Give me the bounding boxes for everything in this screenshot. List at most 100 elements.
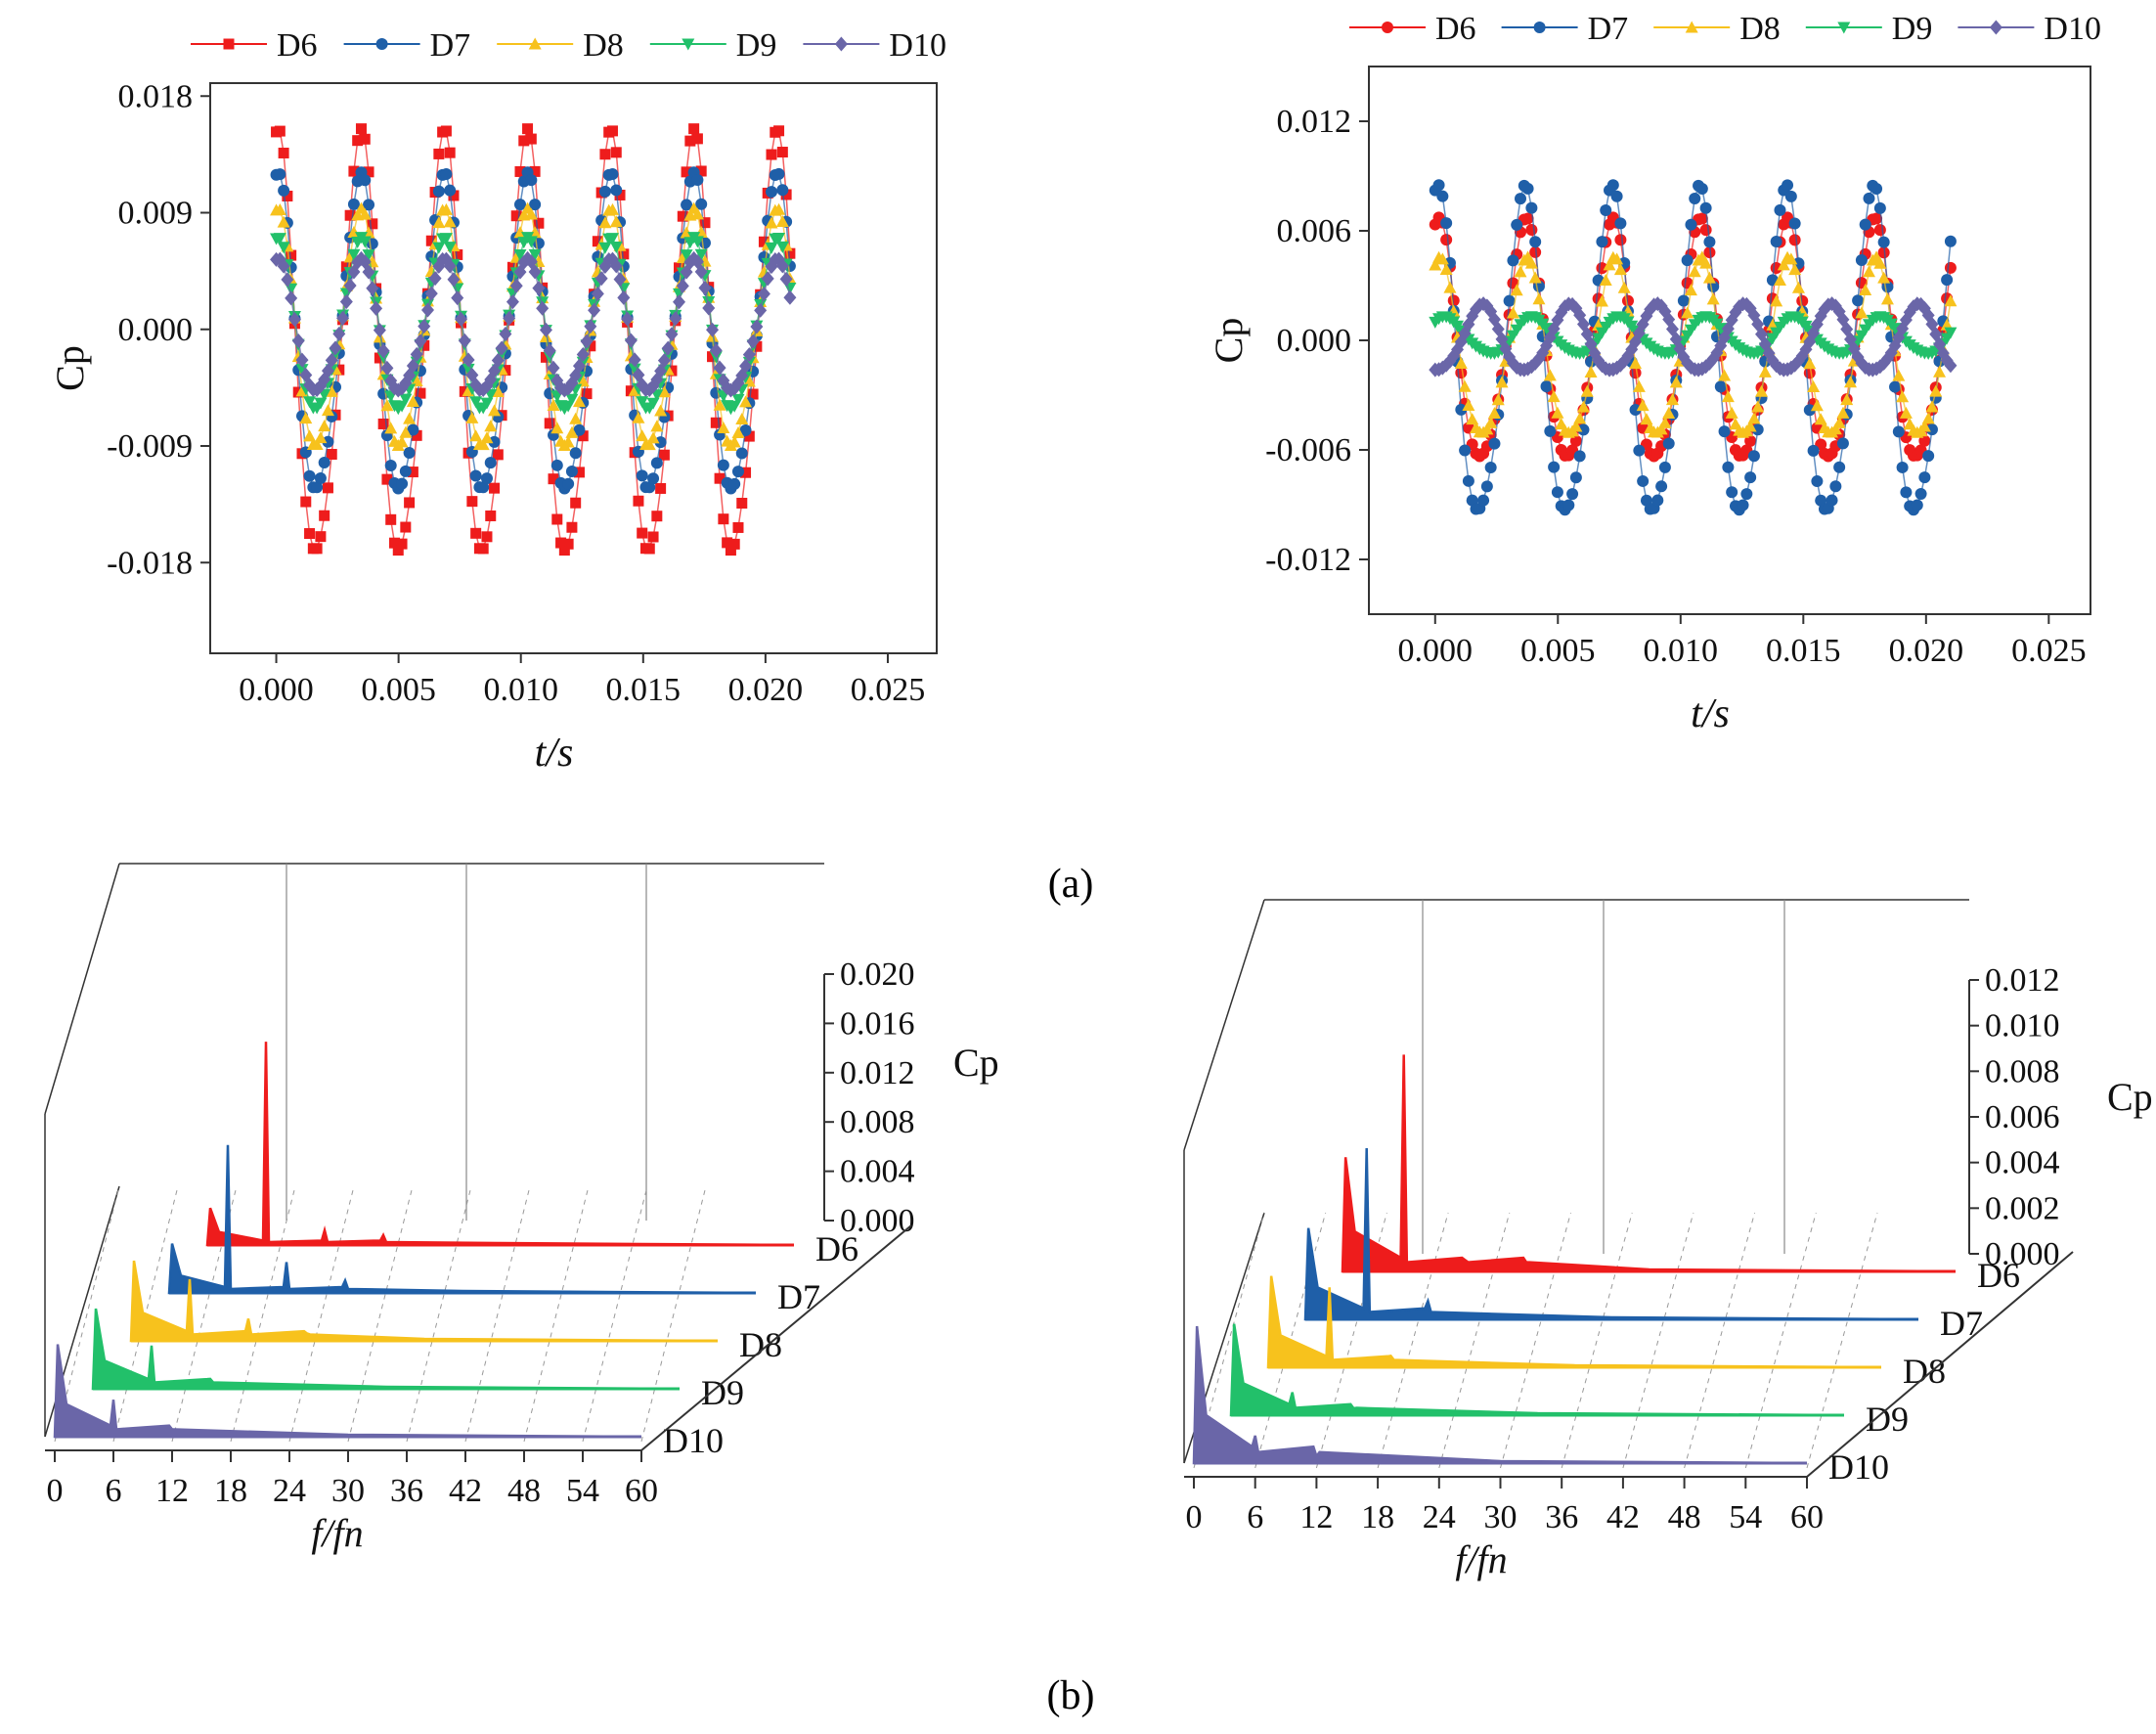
data-point-D6	[743, 430, 755, 442]
data-point-D7	[444, 184, 457, 197]
data-point-D6	[740, 467, 752, 478]
z-tick-label: 0.010	[1985, 1008, 2060, 1045]
data-point-D10	[676, 278, 689, 293]
data-point-D6	[522, 123, 534, 135]
data-point-D10	[325, 352, 338, 368]
data-point-D6	[348, 165, 360, 177]
data-point-D9	[528, 248, 542, 261]
legend-marker-D8	[1685, 21, 1698, 33]
x-tick-label: 30	[331, 1473, 365, 1509]
data-point-D6	[725, 545, 736, 556]
spectrum-area-D7	[1303, 1147, 1919, 1321]
data-point-D8	[1877, 271, 1891, 284]
data-point-D10	[295, 352, 309, 368]
data-point-D8	[547, 398, 560, 411]
series-D10	[270, 250, 797, 398]
data-point-D8	[432, 216, 446, 229]
data-point-D6	[525, 133, 537, 145]
data-point-D8	[299, 412, 313, 424]
spectrum-D9: D9	[91, 1308, 744, 1412]
z-axis-label: Cp	[2107, 1075, 2153, 1119]
data-point-D6	[585, 340, 596, 352]
series-label-D6: D6	[815, 1229, 858, 1268]
data-point-D7	[772, 167, 785, 180]
data-point-D8	[561, 435, 575, 448]
data-point-D10	[617, 289, 631, 305]
data-point-D10	[1944, 358, 1958, 374]
data-point-D8	[605, 202, 619, 215]
data-point-D7	[484, 457, 497, 469]
data-point-D10	[654, 363, 668, 378]
data-point-D10	[285, 290, 298, 306]
x-axis-label: t/s	[535, 731, 574, 776]
data-point-D6	[448, 190, 460, 201]
data-point-D8	[642, 438, 656, 451]
y-axis-label: Cp	[48, 345, 92, 391]
depth-gridline	[1684, 1212, 1756, 1469]
data-point-D7	[347, 198, 360, 210]
data-point-D10	[336, 310, 350, 326]
data-point-D10	[576, 347, 590, 363]
data-point-D7	[1803, 404, 1816, 417]
spectrum-area-D10	[1192, 1325, 1808, 1465]
data-point-D8	[1580, 384, 1594, 397]
data-point-D10	[591, 286, 604, 301]
z-tick-label: 0.006	[1985, 1099, 2060, 1135]
series-label-D7: D7	[1940, 1304, 1983, 1343]
data-point-D8	[406, 394, 419, 407]
data-point-D10	[594, 271, 608, 287]
x-tick-label: 0.015	[1766, 633, 1841, 669]
top-depth-line	[1183, 899, 1265, 1151]
depth-gridline	[1500, 1212, 1571, 1469]
data-point-D8	[1636, 399, 1650, 412]
data-point-D9	[295, 364, 309, 377]
data-point-D8	[439, 202, 453, 215]
data-point-D6	[540, 351, 551, 363]
data-point-D10	[329, 340, 342, 356]
data-point-D9	[628, 363, 641, 376]
data-point-D7	[650, 457, 663, 469]
data-point-D6	[374, 352, 385, 364]
data-point-D6	[699, 217, 711, 229]
spectrum-area-D7	[167, 1144, 757, 1295]
data-point-D7	[1826, 494, 1838, 507]
data-point-D10	[291, 333, 305, 349]
data-point-D9	[598, 242, 612, 254]
data-point-D9	[694, 248, 708, 261]
data-point-D10	[742, 347, 756, 363]
data-point-D8	[1892, 369, 1906, 381]
x-tick-label: 0.010	[1644, 633, 1719, 669]
depth-gridline	[1561, 1212, 1633, 1469]
x-tick-label: 30	[1484, 1499, 1518, 1535]
data-point-D6	[367, 218, 378, 230]
data-point-D7	[1889, 380, 1902, 393]
data-point-D6	[718, 513, 729, 525]
data-point-D10	[424, 286, 438, 301]
data-point-D6	[418, 339, 430, 351]
legend-label-D9: D9	[1892, 11, 1933, 47]
x-tick-label: 0.020	[728, 672, 804, 708]
series-label-D7: D7	[777, 1277, 820, 1316]
data-point-D6	[776, 147, 788, 158]
data-point-D10	[783, 289, 797, 305]
data-point-D8	[1528, 271, 1542, 284]
depth-gridline	[406, 1185, 472, 1443]
data-point-D10	[572, 358, 586, 374]
legend-label-D10: D10	[889, 27, 946, 64]
data-point-D7	[440, 168, 453, 181]
data-point-D9	[605, 233, 619, 245]
data-point-D6	[1744, 434, 1757, 447]
data-point-D7	[1637, 474, 1650, 487]
data-point-D8	[1506, 306, 1519, 319]
data-point-D8	[1681, 306, 1694, 319]
data-point-D6	[452, 248, 463, 260]
data-point-D7	[1863, 192, 1875, 204]
data-point-D8	[1665, 393, 1679, 406]
data-point-D10	[539, 322, 552, 337]
data-point-D8	[1613, 263, 1627, 276]
spectrum-area-D8	[129, 1260, 719, 1343]
data-point-D7	[1507, 254, 1519, 267]
x-tick-label: 54	[1729, 1499, 1762, 1535]
data-point-D6	[684, 135, 696, 147]
series-D8	[1429, 250, 1958, 438]
